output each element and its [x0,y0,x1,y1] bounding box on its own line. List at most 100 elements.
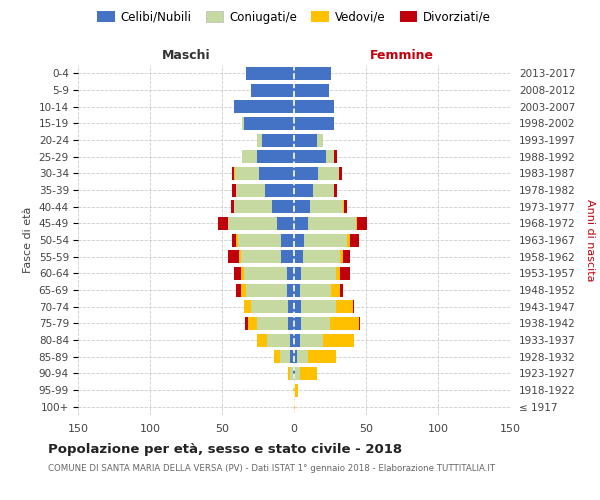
Bar [242,150,257,163]
Bar [290,334,294,346]
Bar [294,200,310,213]
Y-axis label: Anni di nascita: Anni di nascita [585,198,595,281]
Bar [344,200,347,213]
Bar [301,300,336,313]
Bar [218,217,228,230]
Bar [251,300,288,313]
Bar [294,267,301,280]
Bar [294,400,295,413]
Bar [300,334,323,346]
Bar [294,184,313,196]
Bar [232,167,233,180]
Bar [257,134,262,146]
Bar [236,234,238,246]
Bar [350,234,359,246]
Bar [340,284,343,296]
Bar [358,217,367,230]
Bar [272,200,294,213]
Bar [232,184,236,196]
Bar [280,350,290,363]
Bar [245,317,248,330]
Bar [319,167,338,180]
Bar [297,350,308,363]
Bar [308,350,336,363]
Bar [244,300,251,313]
Bar [343,200,344,213]
Bar [294,234,304,246]
Y-axis label: Fasce di età: Fasce di età [23,207,33,273]
Bar [248,317,257,330]
Bar [290,350,294,363]
Bar [338,167,341,180]
Bar [293,367,294,380]
Bar [294,300,301,313]
Bar [334,184,337,196]
Bar [359,317,360,330]
Bar [257,150,294,163]
Bar [287,267,294,280]
Bar [301,267,336,280]
Bar [294,150,326,163]
Bar [294,117,334,130]
Legend: Celibi/Nubili, Coniugati/e, Vedovi/e, Divorziati/e: Celibi/Nubili, Coniugati/e, Vedovi/e, Di… [92,6,496,28]
Bar [287,284,294,296]
Bar [251,84,294,96]
Bar [294,134,317,146]
Bar [241,284,247,296]
Bar [331,284,340,296]
Bar [228,217,277,230]
Bar [336,267,340,280]
Bar [294,367,295,380]
Bar [233,267,241,280]
Bar [340,267,350,280]
Bar [266,334,290,346]
Bar [288,367,290,380]
Bar [290,367,293,380]
Bar [294,100,334,113]
Bar [336,300,353,313]
Text: Femmine: Femmine [370,48,434,62]
Bar [281,234,294,246]
Bar [334,150,337,163]
Bar [257,334,266,346]
Bar [257,317,288,330]
Text: COMUNE DI SANTA MARIA DELLA VERSA (PV) - Dati ISTAT 1° gennaio 2018 - Elaborazio: COMUNE DI SANTA MARIA DELLA VERSA (PV) -… [48,464,495,473]
Bar [247,67,294,80]
Bar [310,200,343,213]
Bar [294,67,331,80]
Bar [241,267,244,280]
Bar [294,217,308,230]
Bar [304,234,347,246]
Bar [293,384,294,396]
Bar [239,250,241,263]
Bar [300,367,317,380]
Bar [323,334,355,346]
Bar [233,167,235,180]
Bar [353,300,355,313]
Bar [294,350,297,363]
Bar [238,234,281,246]
Bar [241,250,281,263]
Bar [294,84,329,96]
Bar [317,134,323,146]
Bar [230,200,233,213]
Bar [265,184,294,196]
Bar [302,250,340,263]
Bar [259,167,294,180]
Bar [301,317,330,330]
Bar [326,150,334,163]
Bar [294,334,300,346]
Bar [294,167,319,180]
Text: Maschi: Maschi [161,48,211,62]
Bar [236,284,241,296]
Bar [340,250,343,263]
Bar [244,117,294,130]
Bar [228,250,239,263]
Bar [294,317,301,330]
Bar [233,200,272,213]
Bar [294,250,302,263]
Bar [288,317,294,330]
Bar [262,134,294,146]
Bar [281,250,294,263]
Bar [244,267,287,280]
